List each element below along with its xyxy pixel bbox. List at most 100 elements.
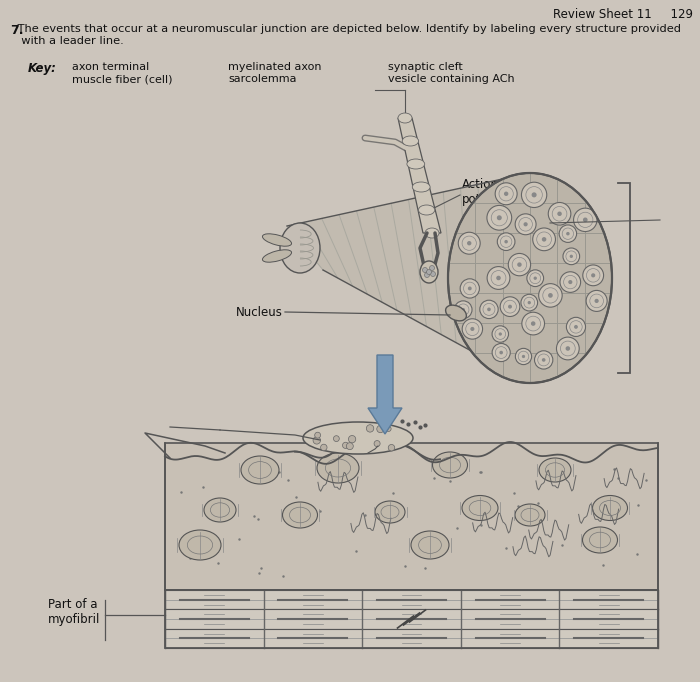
Circle shape <box>467 241 471 246</box>
Circle shape <box>528 301 531 304</box>
Circle shape <box>517 263 522 267</box>
Text: 7.: 7. <box>10 24 24 37</box>
Circle shape <box>313 436 321 444</box>
Ellipse shape <box>303 422 413 454</box>
Polygon shape <box>368 355 402 434</box>
Ellipse shape <box>402 136 419 146</box>
Circle shape <box>461 308 465 312</box>
Text: Key:: Key: <box>28 62 57 75</box>
Circle shape <box>560 271 580 293</box>
Polygon shape <box>398 118 441 233</box>
Circle shape <box>583 218 587 222</box>
Circle shape <box>533 276 537 280</box>
Circle shape <box>497 216 502 220</box>
Circle shape <box>468 286 472 291</box>
Circle shape <box>487 205 512 230</box>
Circle shape <box>563 248 580 265</box>
Ellipse shape <box>420 261 438 283</box>
Ellipse shape <box>241 456 279 484</box>
FancyBboxPatch shape <box>165 443 658 590</box>
Ellipse shape <box>539 458 571 482</box>
Circle shape <box>377 426 384 432</box>
Circle shape <box>591 273 595 278</box>
Ellipse shape <box>462 496 498 520</box>
Circle shape <box>539 284 562 307</box>
Circle shape <box>500 297 520 316</box>
Circle shape <box>349 436 356 443</box>
Circle shape <box>498 332 502 336</box>
Circle shape <box>346 443 354 449</box>
Ellipse shape <box>262 234 291 246</box>
Circle shape <box>504 192 508 196</box>
Text: Nucleus: Nucleus <box>236 306 283 318</box>
Circle shape <box>515 349 531 365</box>
Ellipse shape <box>262 250 291 262</box>
Circle shape <box>374 441 380 447</box>
Circle shape <box>531 321 536 326</box>
FancyBboxPatch shape <box>165 590 658 609</box>
Ellipse shape <box>280 223 320 273</box>
Circle shape <box>594 299 598 303</box>
Circle shape <box>521 295 538 311</box>
Ellipse shape <box>419 205 435 215</box>
Circle shape <box>527 270 544 286</box>
Circle shape <box>342 442 349 449</box>
Text: Review Sheet 11     129: Review Sheet 11 129 <box>553 8 693 21</box>
Circle shape <box>423 267 428 273</box>
Circle shape <box>458 233 480 254</box>
Circle shape <box>505 240 508 243</box>
Circle shape <box>426 269 431 274</box>
Circle shape <box>574 325 578 329</box>
Circle shape <box>497 233 515 250</box>
FancyBboxPatch shape <box>165 609 658 629</box>
Ellipse shape <box>317 453 359 483</box>
Circle shape <box>566 317 585 336</box>
Ellipse shape <box>582 527 617 553</box>
Circle shape <box>568 280 573 284</box>
Circle shape <box>570 254 573 258</box>
Circle shape <box>430 265 435 271</box>
Ellipse shape <box>515 504 545 526</box>
Circle shape <box>524 222 528 226</box>
Circle shape <box>548 203 570 225</box>
Circle shape <box>460 279 480 298</box>
Ellipse shape <box>375 501 405 523</box>
Text: Action
potential: Action potential <box>462 178 515 206</box>
Ellipse shape <box>433 452 468 478</box>
Ellipse shape <box>425 228 439 238</box>
Ellipse shape <box>412 182 430 192</box>
Ellipse shape <box>179 530 221 560</box>
Circle shape <box>583 265 603 286</box>
Text: vesicle containing ACh: vesicle containing ACh <box>388 74 514 84</box>
Circle shape <box>566 346 570 351</box>
Circle shape <box>492 326 508 342</box>
Ellipse shape <box>446 305 466 321</box>
Ellipse shape <box>448 173 612 383</box>
Circle shape <box>470 327 475 331</box>
Ellipse shape <box>398 113 412 123</box>
Circle shape <box>480 300 498 318</box>
Circle shape <box>508 254 531 276</box>
Circle shape <box>496 276 500 280</box>
Circle shape <box>499 351 503 355</box>
Ellipse shape <box>592 496 627 520</box>
Polygon shape <box>287 173 530 383</box>
Circle shape <box>321 444 327 451</box>
FancyBboxPatch shape <box>165 629 658 648</box>
Circle shape <box>573 208 597 232</box>
Text: axon terminal: axon terminal <box>72 62 149 72</box>
Circle shape <box>522 312 545 335</box>
Circle shape <box>386 426 391 432</box>
Text: myelinated axon: myelinated axon <box>228 62 321 72</box>
Ellipse shape <box>411 531 449 559</box>
Text: synaptic cleft: synaptic cleft <box>388 62 463 72</box>
Ellipse shape <box>407 159 425 169</box>
Circle shape <box>557 211 562 216</box>
Circle shape <box>462 318 482 339</box>
Circle shape <box>533 228 555 251</box>
Circle shape <box>556 337 579 360</box>
Circle shape <box>515 214 536 235</box>
Ellipse shape <box>283 502 318 528</box>
Circle shape <box>492 344 510 361</box>
Circle shape <box>508 305 512 309</box>
